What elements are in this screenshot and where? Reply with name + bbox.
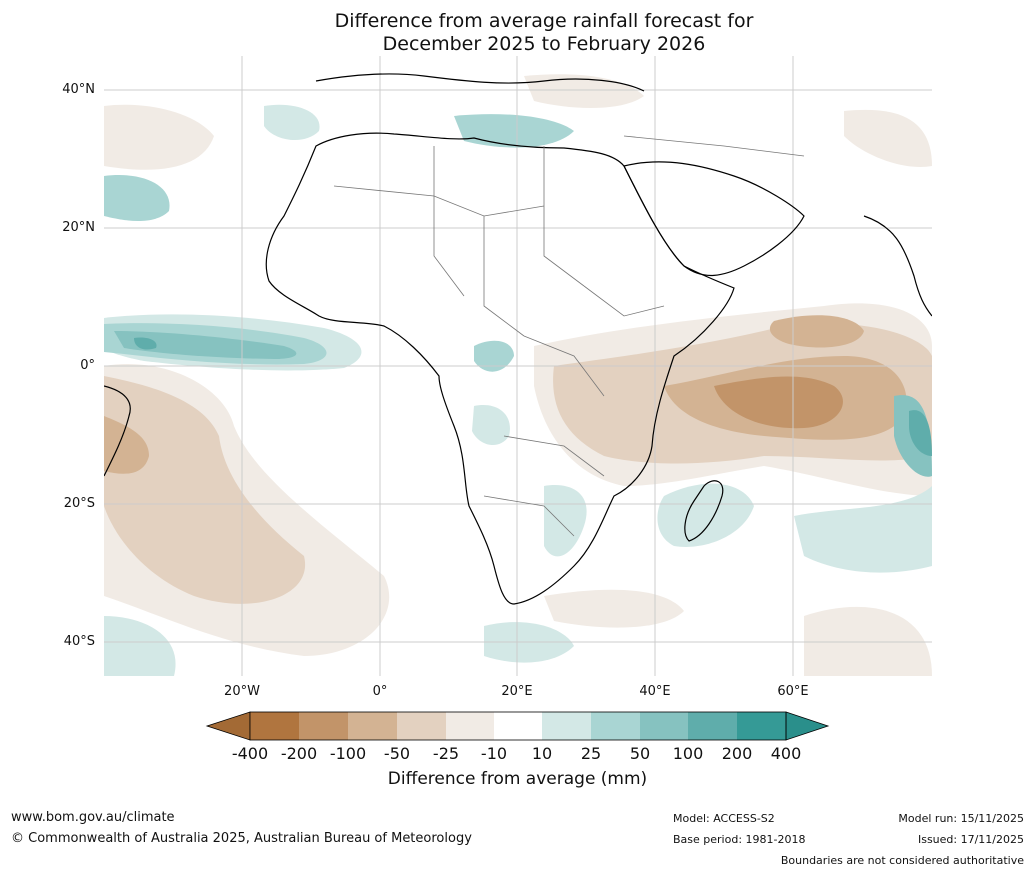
boundary-line bbox=[543, 146, 585, 287]
colorbar-swatch bbox=[542, 712, 591, 740]
boundary-line bbox=[583, 285, 665, 317]
colorbar-tick: -10 bbox=[480, 744, 508, 763]
europe-coastline bbox=[315, 73, 645, 92]
lon-label-60e: 60°E bbox=[777, 684, 809, 699]
colorbar-swatch bbox=[737, 712, 786, 740]
madagascar-coastline bbox=[684, 480, 724, 542]
colorbar-tick: -100 bbox=[329, 744, 367, 763]
colorbar-swatch bbox=[446, 712, 494, 740]
wet-region-e-indian-ocean-core bbox=[909, 410, 932, 456]
india-coastline bbox=[863, 215, 932, 317]
colorbar-tick: 10 bbox=[531, 744, 553, 763]
colorbar-swatch bbox=[348, 712, 397, 740]
colorbar-swatch-above-400 bbox=[785, 711, 830, 741]
colorbar-title: Difference from average (mm) bbox=[387, 769, 648, 789]
lat-label-0: 0° bbox=[80, 358, 95, 373]
lon-label-0: 0° bbox=[372, 684, 388, 699]
colorbar-swatch bbox=[250, 712, 299, 740]
wet-region-south-atlantic bbox=[104, 616, 176, 676]
colorbar-swatch bbox=[591, 712, 640, 740]
colorbar-tick: 100 bbox=[672, 744, 704, 763]
colorbar-tick: 50 bbox=[629, 744, 651, 763]
dry-region-brazil bbox=[104, 416, 149, 474]
copyright-text: © Commonwealth of Australia 2025, Austra… bbox=[11, 831, 472, 846]
wet-region-congo bbox=[474, 340, 514, 372]
dry-region-indian-ocean-core bbox=[714, 376, 843, 429]
boundary-line bbox=[623, 135, 805, 157]
dry-region-south-america-coast bbox=[104, 376, 306, 604]
wet-region-mozambique bbox=[544, 485, 587, 557]
boundary-line bbox=[523, 335, 605, 397]
country-boundaries bbox=[333, 135, 805, 537]
lon-label-20e: 20°E bbox=[501, 684, 533, 699]
wet-region-tropical-atlantic-core bbox=[114, 331, 297, 359]
map-title-line1: Difference from average rainfall forecas… bbox=[334, 10, 754, 32]
lat-label-20s: 20°S bbox=[63, 496, 95, 511]
lon-label-40e: 40°E bbox=[639, 684, 671, 699]
colorbar-tick: 400 bbox=[770, 744, 802, 763]
boundary-line bbox=[483, 216, 525, 337]
boundary-line bbox=[433, 146, 465, 297]
colorbar-swatch-below-400 bbox=[205, 711, 251, 741]
colorbar-tick: -50 bbox=[383, 744, 411, 763]
model-run-text: Model run: 15/11/2025 bbox=[898, 812, 1024, 825]
colorbar-tick: 25 bbox=[580, 744, 602, 763]
lon-label-20w: 20°W bbox=[224, 684, 260, 699]
map-canvas bbox=[104, 56, 932, 676]
wet-region-madagascar bbox=[657, 483, 754, 547]
map-title-line2: December 2025 to February 2026 bbox=[382, 33, 706, 55]
wet-anomaly-regions bbox=[104, 104, 932, 676]
dry-region-south-indian-ocean bbox=[804, 606, 932, 676]
rainfall-anomaly-map bbox=[104, 56, 932, 676]
graticule bbox=[104, 56, 932, 676]
africa-coastline bbox=[265, 132, 735, 605]
wet-region-mediterranean bbox=[454, 114, 574, 148]
disclaimer-text: Boundaries are not considered authoritat… bbox=[780, 854, 1024, 867]
wet-region-tropical-atlantic-peak bbox=[134, 337, 157, 350]
colorbar-swatch bbox=[494, 712, 542, 740]
wet-region-azores bbox=[264, 104, 320, 141]
coastlines bbox=[104, 73, 932, 605]
wet-region-angola bbox=[472, 405, 510, 446]
colorbar-tick: -400 bbox=[231, 744, 269, 763]
colorbar-swatch bbox=[640, 712, 688, 740]
colorbar-swatch bbox=[688, 712, 737, 740]
lat-label-20n: 20°N bbox=[62, 220, 95, 235]
dry-region-iran bbox=[844, 109, 932, 167]
boundary-line bbox=[503, 435, 605, 477]
base-period-text: Base period: 1981-2018 bbox=[673, 833, 806, 846]
colorbar-tick: -200 bbox=[280, 744, 318, 763]
issued-text: Issued: 17/11/2025 bbox=[917, 833, 1024, 846]
colorbar-frame bbox=[249, 711, 787, 741]
dry-region-n-atlantic bbox=[104, 104, 214, 170]
lat-label-40s: 40°S bbox=[63, 634, 95, 649]
boundary-line bbox=[483, 495, 575, 537]
arabia-coastline bbox=[623, 161, 805, 277]
map-title: Difference from average rainfall forecas… bbox=[0, 10, 1035, 56]
colorbar-swatch bbox=[397, 712, 446, 740]
wet-region-s-indian-ocean bbox=[794, 486, 932, 573]
dry-region-south-africa-sea bbox=[544, 589, 684, 628]
boundary-line bbox=[333, 185, 545, 217]
lat-label-40n: 40°N bbox=[62, 82, 95, 97]
colorbar-tick: 200 bbox=[721, 744, 753, 763]
colorbar-swatch bbox=[299, 712, 348, 740]
dry-anomaly-regions bbox=[104, 74, 932, 676]
south-america-coastline bbox=[104, 385, 131, 477]
model-text: Model: ACCESS-S2 bbox=[673, 812, 775, 825]
colorbar-tick: -25 bbox=[432, 744, 460, 763]
website-link[interactable]: www.bom.gov.au/climate bbox=[11, 810, 175, 825]
wet-region-n-atlantic bbox=[104, 175, 170, 221]
